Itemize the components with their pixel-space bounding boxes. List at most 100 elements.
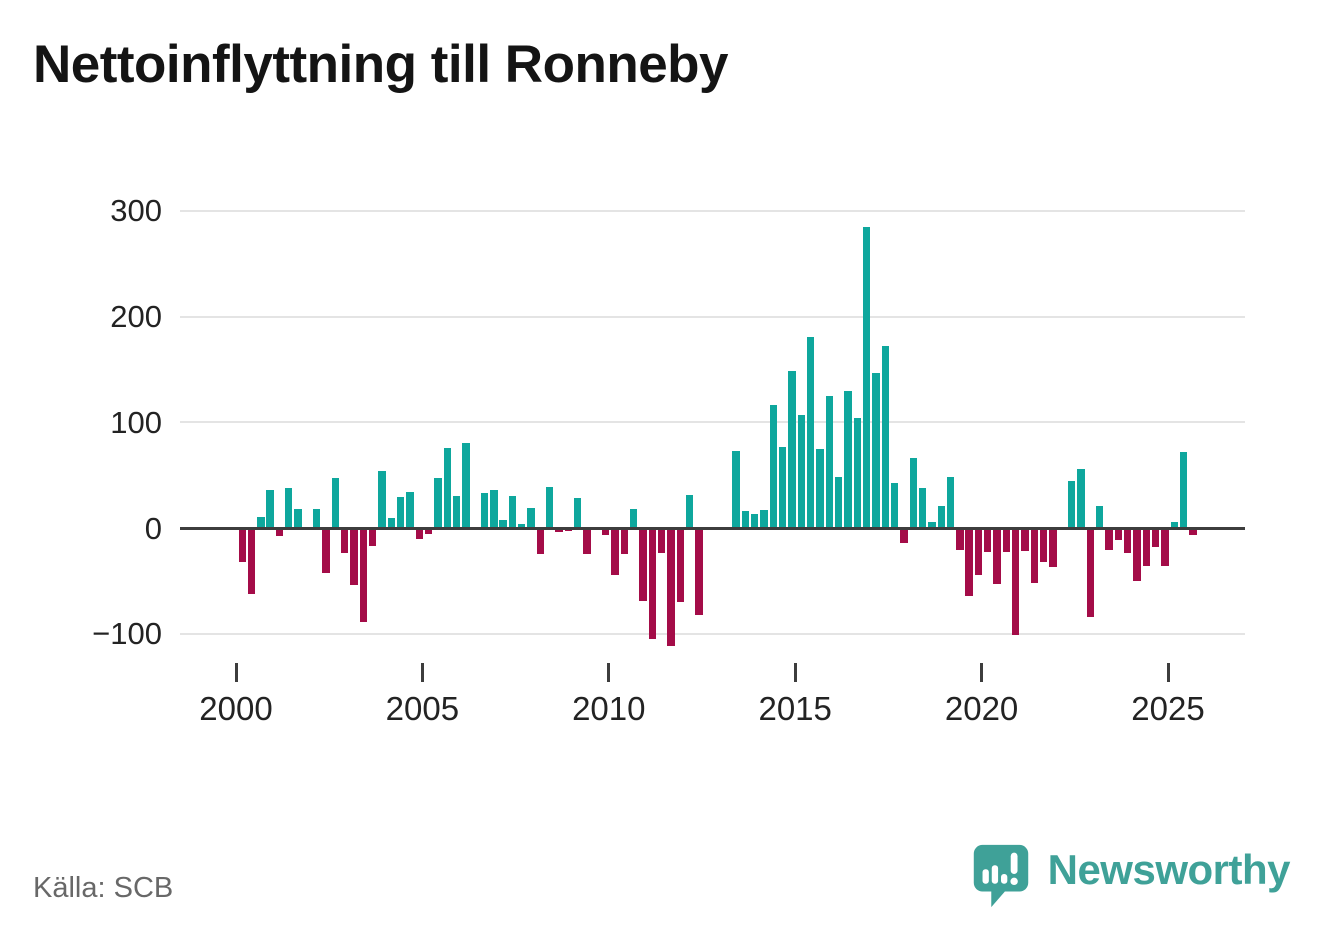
bar-2001Q1 xyxy=(275,528,284,537)
bar-2021Q4 xyxy=(1049,528,1057,568)
bar-2025Q2 xyxy=(1179,451,1188,528)
bar-2000Q1 xyxy=(238,528,246,562)
brand-lockup: Newsworthy xyxy=(968,841,1291,911)
bar-2014Q3 xyxy=(779,446,787,528)
bar-2012Q1 xyxy=(685,495,694,528)
bar-2014Q4 xyxy=(788,371,796,528)
bar-2015Q1 xyxy=(797,414,806,528)
bar-2005Q1 xyxy=(424,528,433,535)
bar-2024Q1 xyxy=(1133,528,1141,581)
bar-2014Q2 xyxy=(769,405,778,528)
bar-2019Q3 xyxy=(965,528,973,596)
bar-2023Q1 xyxy=(1095,505,1104,528)
bar-2005Q2 xyxy=(434,478,442,528)
bar-2009Q1 xyxy=(574,498,582,528)
bar-2007Q3 xyxy=(518,523,526,528)
y-axis-label: 200 xyxy=(110,299,162,334)
bar-2004Q4 xyxy=(415,528,423,539)
bar-2015Q3 xyxy=(816,448,824,528)
bar-2008Q2 xyxy=(546,486,554,528)
bar-2005Q3 xyxy=(443,447,451,528)
bar-2002Q2 xyxy=(322,528,330,574)
bar-2003Q1 xyxy=(350,528,358,586)
bar-2022Q2 xyxy=(1067,481,1076,528)
gridline-300 xyxy=(180,209,1245,212)
bar-2010Q1 xyxy=(611,528,619,575)
bar-2018Q2 xyxy=(918,487,927,528)
bar-2008Q1 xyxy=(536,528,545,555)
bar-2007Q4 xyxy=(527,507,535,528)
gridline-200 xyxy=(180,315,1245,318)
bar-2022Q3 xyxy=(1077,468,1085,528)
y-axis-label: 100 xyxy=(110,404,162,440)
bar-2016Q1 xyxy=(834,477,843,528)
bar-2021Q2 xyxy=(1030,528,1039,583)
x-axis-tick-2015 xyxy=(793,663,797,682)
bar-2011Q3 xyxy=(667,528,675,647)
bar-2004Q2 xyxy=(396,497,405,528)
bar-2000Q4 xyxy=(266,489,274,528)
bar-2011Q2 xyxy=(657,528,666,554)
bar-2010Q2 xyxy=(620,528,628,555)
bar-2020Q2 xyxy=(993,528,1001,585)
x-axis-label-2015: 2015 xyxy=(758,690,832,727)
x-axis-tick-2000 xyxy=(234,663,238,682)
bar-2024Q4 xyxy=(1161,528,1169,567)
bar-2018Q1 xyxy=(909,458,917,528)
bar-2011Q1 xyxy=(648,528,656,640)
bar-2016Q2 xyxy=(844,390,852,528)
bar-2000Q3 xyxy=(257,517,265,528)
x-axis-tick-2025 xyxy=(1166,663,1170,682)
bar-2023Q2 xyxy=(1105,528,1113,551)
bar-2016Q3 xyxy=(853,418,861,528)
bar-2008Q4 xyxy=(564,528,573,532)
bar-2010Q3 xyxy=(629,508,638,528)
bar-2003Q3 xyxy=(368,528,377,546)
bar-2010Q4 xyxy=(639,528,647,601)
bar-2018Q3 xyxy=(928,521,936,528)
bar-2021Q3 xyxy=(1040,528,1048,562)
bar-2004Q3 xyxy=(406,492,414,528)
bar-2020Q4 xyxy=(1012,528,1020,635)
bar-2013Q2 xyxy=(732,450,740,528)
bar-2001Q2 xyxy=(285,487,293,528)
bar-2022Q4 xyxy=(1086,528,1094,617)
x-axis-tick-2020 xyxy=(980,663,984,682)
bar-2002Q3 xyxy=(331,478,340,528)
bar-2012Q2 xyxy=(695,528,703,615)
bar-2018Q4 xyxy=(937,505,945,528)
bar-2002Q4 xyxy=(341,528,349,554)
bar-2005Q4 xyxy=(452,496,461,528)
bar-2017Q3 xyxy=(890,482,899,528)
bar-2019Q4 xyxy=(974,528,983,575)
bar-2025Q1 xyxy=(1170,521,1178,528)
bar-2006Q3 xyxy=(480,493,489,528)
bar-2001Q3 xyxy=(294,508,302,528)
bar-2004Q1 xyxy=(387,518,395,528)
bar-2011Q4 xyxy=(676,528,684,603)
bar-2020Q3 xyxy=(1002,528,1011,553)
newsworthy-logo-icon xyxy=(973,844,1028,908)
bar-2002Q1 xyxy=(313,508,321,528)
newsworthy-wordmark: Newsworthy xyxy=(1047,846,1291,893)
bar-2025Q3 xyxy=(1189,528,1197,536)
x-axis-label-2005: 2005 xyxy=(385,690,460,727)
x-axis-label-2010: 2010 xyxy=(572,690,646,727)
y-axis-label: −100 xyxy=(92,616,162,652)
bar-2007Q1 xyxy=(499,519,507,528)
bar-2017Q2 xyxy=(881,346,889,528)
bar-2007Q2 xyxy=(508,496,517,528)
bar-2013Q4 xyxy=(751,514,759,528)
bar-2015Q2 xyxy=(807,336,815,528)
bar-2000Q2 xyxy=(247,528,256,594)
y-axis-label: 300 xyxy=(110,193,162,229)
x-axis-tick-2010 xyxy=(607,663,611,682)
x-axis-label-2000: 2000 xyxy=(199,690,273,727)
bar-2023Q4 xyxy=(1123,528,1132,554)
bar-2017Q4 xyxy=(900,528,908,543)
bar-2019Q2 xyxy=(956,528,964,551)
bar-2019Q1 xyxy=(946,477,955,528)
bar-2003Q4 xyxy=(378,470,386,528)
